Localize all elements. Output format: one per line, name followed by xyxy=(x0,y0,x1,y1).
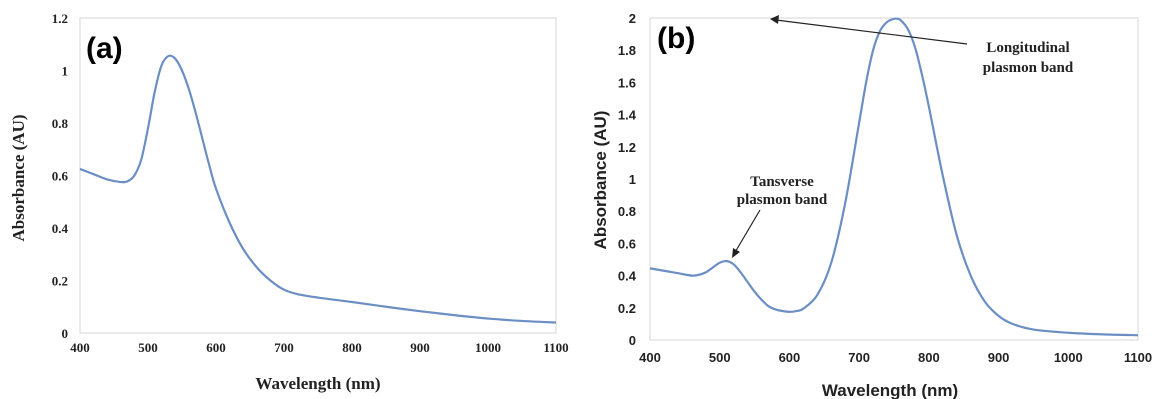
x-tick-label: 1000 xyxy=(1054,350,1083,365)
absorbance-curve-b xyxy=(649,17,1139,337)
y-tick-label: 0.2 xyxy=(618,301,636,316)
y-tick-label: 0.4 xyxy=(618,269,637,284)
arrowhead-transverse xyxy=(732,248,740,258)
annotation-transverse-line2: plasmon band xyxy=(737,192,828,208)
annotation-longitudinal-line1: Longitudinal xyxy=(986,40,1069,56)
x-tick-label: 1000 xyxy=(475,340,501,355)
y-tick-label: 0.4 xyxy=(52,221,69,236)
y-tick-label: 1 xyxy=(629,172,636,187)
y-tick-label: 0.6 xyxy=(618,236,636,251)
y-tick-labels-b: 0 0.2 0.4 0.6 0.8 1 1.2 1.4 1.6 1.8 2 xyxy=(618,11,637,348)
x-axis-label-a: Wavelength (nm) xyxy=(255,374,380,393)
y-tick-label: 1.4 xyxy=(618,108,637,123)
x-tick-label: 400 xyxy=(639,350,661,365)
x-tick-label: 600 xyxy=(779,350,801,365)
y-tick-label: 0.8 xyxy=(52,116,69,131)
panel-label-b: (b) xyxy=(657,22,695,55)
y-tick-label: 1.8 xyxy=(618,43,636,58)
annotation-longitudinal-line2: plasmon band xyxy=(983,60,1074,76)
x-tick-labels-b: 400 500 600 700 800 900 1000 1100 xyxy=(639,350,1152,365)
arrowhead-longitudinal xyxy=(770,15,779,24)
y-tick-label: 0.6 xyxy=(52,169,69,184)
x-tick-label: 1100 xyxy=(543,340,568,355)
x-tick-label: 600 xyxy=(206,340,226,355)
y-tick-label: 1 xyxy=(62,64,69,79)
x-tick-label: 700 xyxy=(274,340,294,355)
panel-label-a: (a) xyxy=(86,32,123,65)
y-tick-label: 2 xyxy=(629,11,636,26)
y-tick-label: 0 xyxy=(62,326,69,341)
x-tick-label: 800 xyxy=(918,350,940,365)
y-tick-labels-a: 0 0.2 0.4 0.6 0.8 1 1.2 xyxy=(52,11,69,341)
x-tick-label: 900 xyxy=(988,350,1010,365)
x-tick-label: 1100 xyxy=(1124,350,1152,365)
y-tick-label: 1.2 xyxy=(52,11,68,26)
y-tick-label: 0.2 xyxy=(52,274,68,289)
annotation-transverse-line1: Tansverse xyxy=(750,174,814,190)
y-tick-label: 0.8 xyxy=(618,204,636,219)
plot-frame-a xyxy=(79,17,557,334)
absorbance-curve-a xyxy=(79,54,557,324)
x-tick-labels-a: 400 500 600 700 800 900 1000 1100 xyxy=(70,340,568,355)
y-tick-label: 0 xyxy=(629,333,636,348)
x-tick-label: 500 xyxy=(709,350,731,365)
y-tick-label: 1.2 xyxy=(618,140,636,155)
x-tick-label: 500 xyxy=(138,340,158,355)
x-tick-label: 400 xyxy=(70,340,90,355)
x-axis-label-b: Wavelength (nm) xyxy=(822,381,958,399)
annotation-arrow-longitudinal xyxy=(775,19,968,45)
y-axis-label-a: Absorbance (AU) xyxy=(9,114,28,241)
x-tick-label: 800 xyxy=(342,340,362,355)
x-tick-label: 700 xyxy=(848,350,870,365)
y-axis-label-b: Absorbance (AU) xyxy=(591,111,610,250)
y-tick-label: 1.6 xyxy=(618,75,636,90)
chart-panel-b: 0 0.2 0.4 0.6 0.8 1 1.2 1.4 1.6 1.8 2 400 500 600 700… xyxy=(591,11,1152,399)
x-tick-label: 900 xyxy=(410,340,430,355)
chart-panel-a: 0 0.2 0.4 0.6 0.8 1 1.2 400 500 600 700 800 900 1000… xyxy=(9,11,569,393)
annotation-arrow-transverse xyxy=(733,209,761,255)
